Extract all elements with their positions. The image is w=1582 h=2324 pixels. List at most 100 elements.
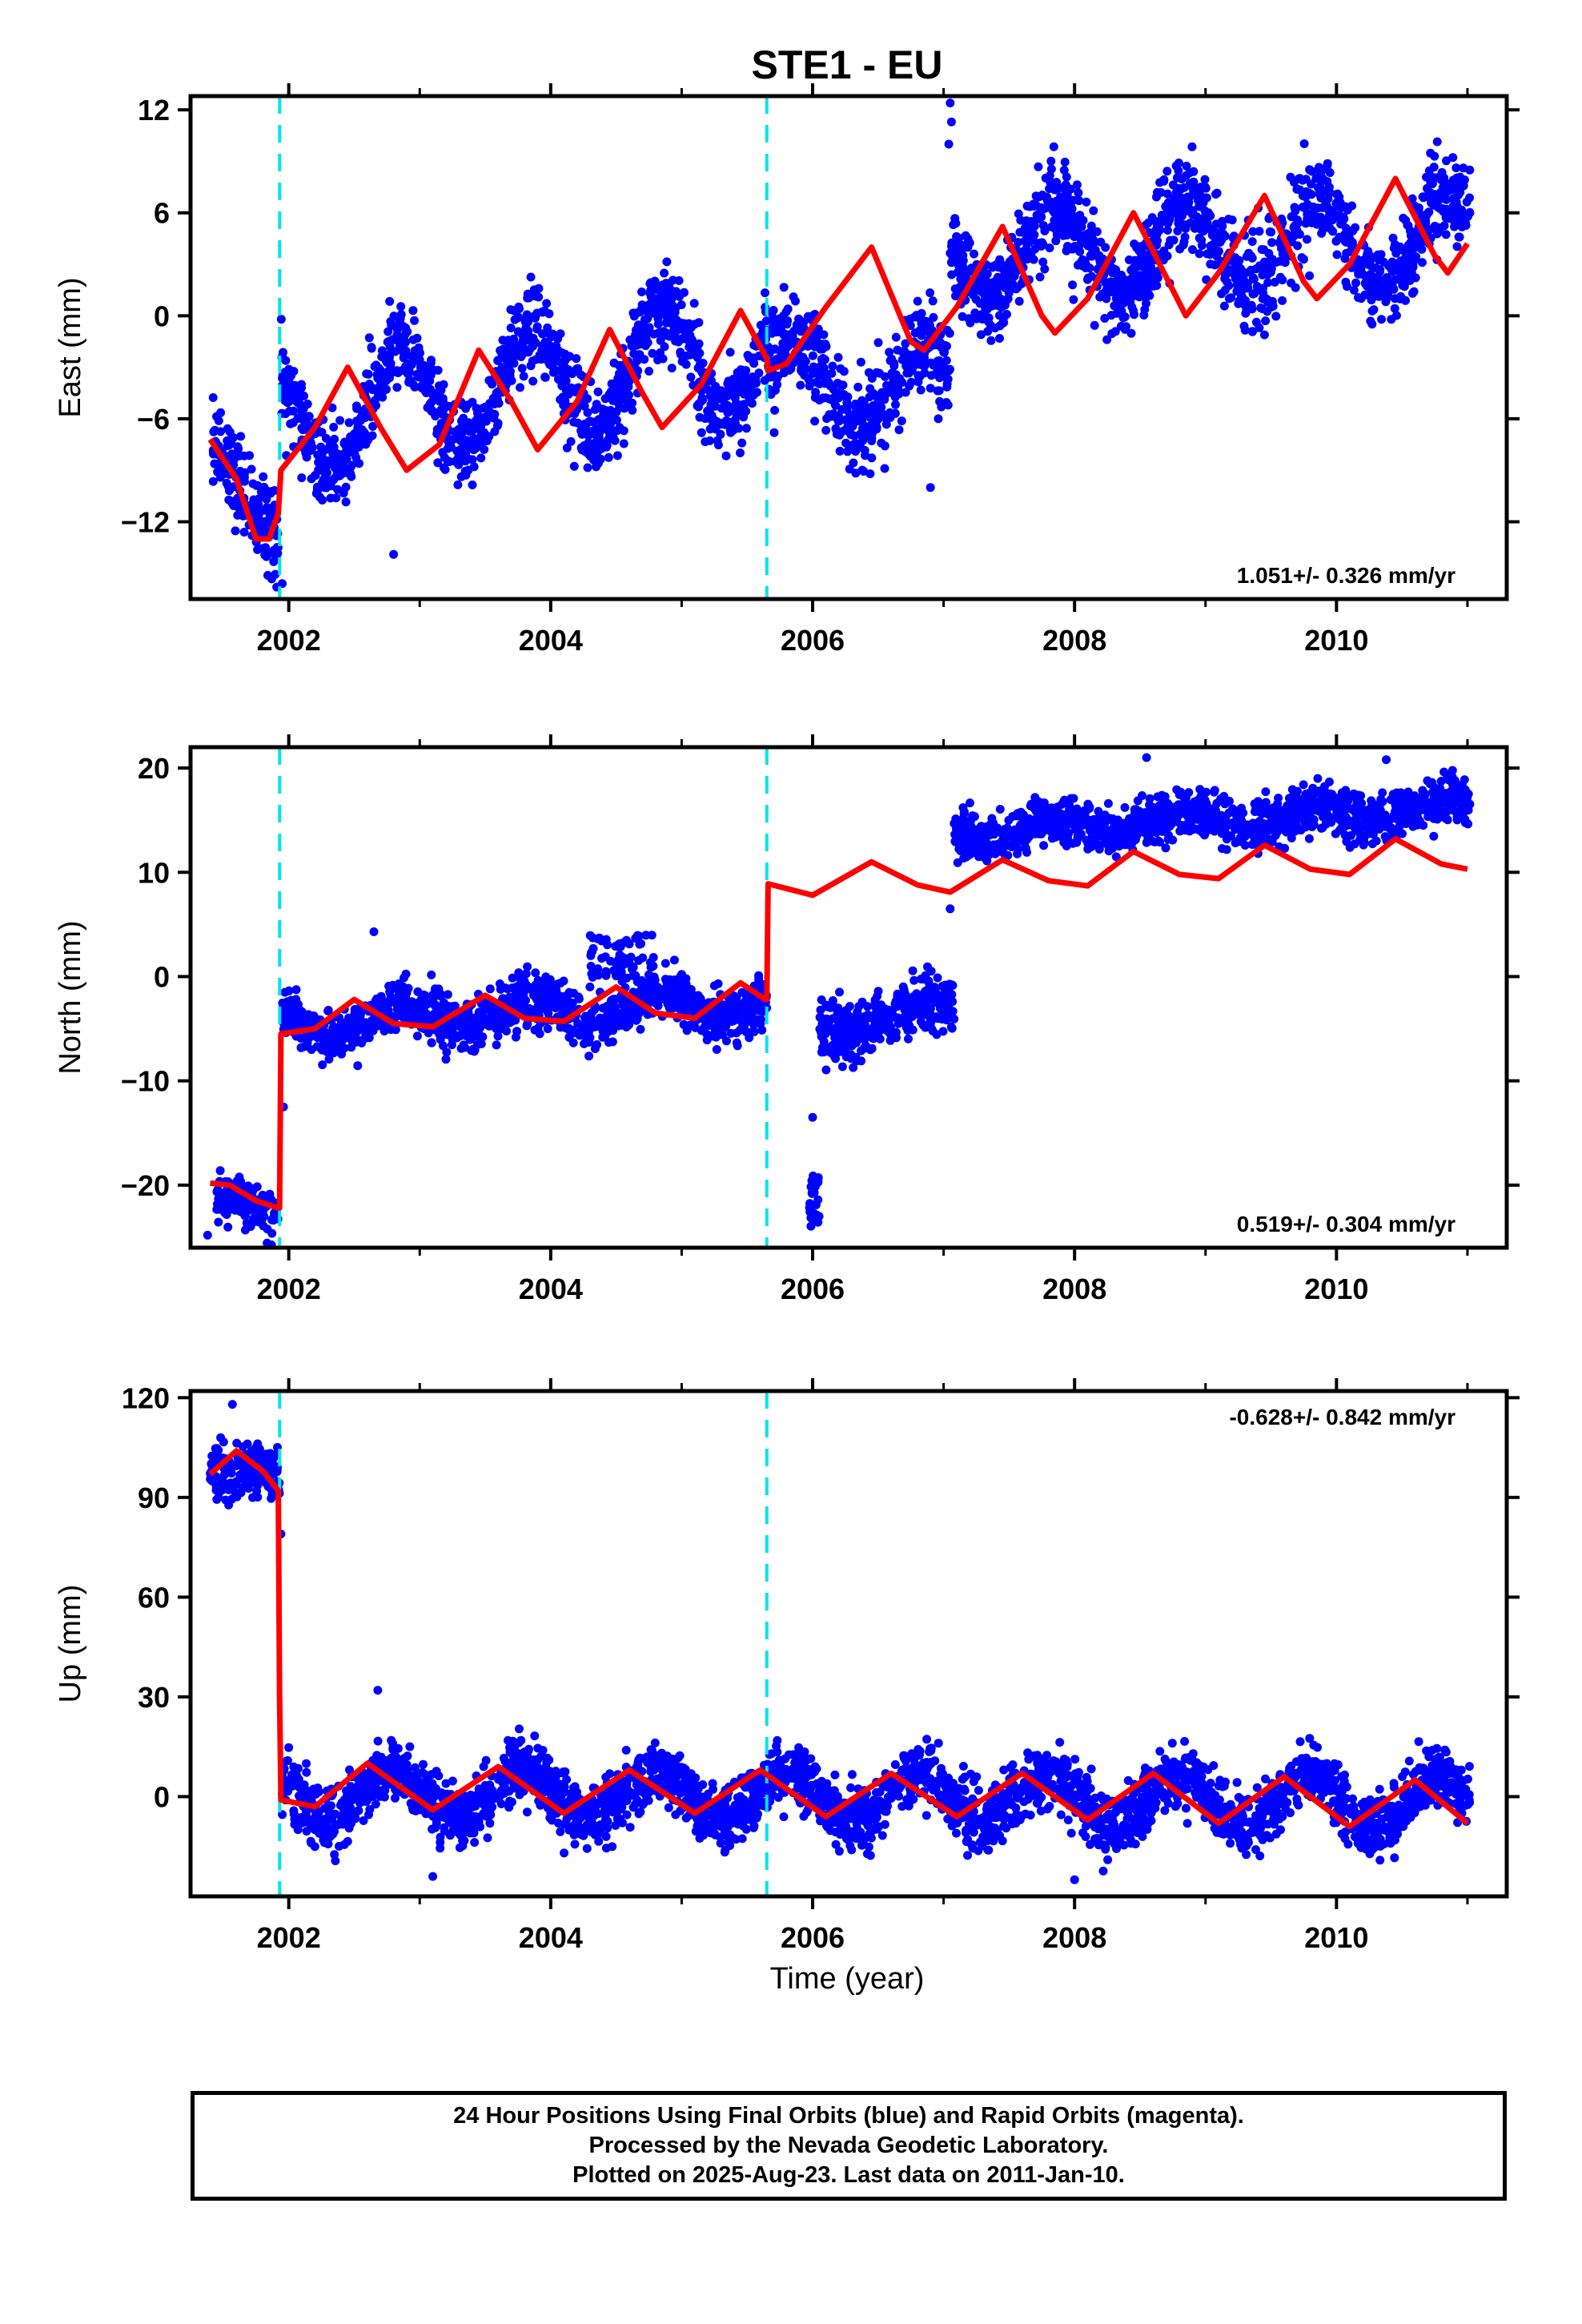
data-point bbox=[585, 1033, 595, 1043]
data-point bbox=[363, 436, 372, 445]
data-point bbox=[1117, 292, 1126, 301]
data-point bbox=[850, 408, 860, 418]
data-point bbox=[287, 995, 296, 1005]
data-point bbox=[685, 334, 695, 344]
data-point bbox=[427, 397, 436, 407]
plot-area bbox=[207, 96, 1475, 599]
data-point bbox=[1152, 237, 1162, 247]
data-point bbox=[566, 436, 576, 446]
data-point bbox=[1328, 227, 1338, 236]
data-point bbox=[937, 343, 946, 352]
data-point bbox=[531, 968, 540, 978]
data-point bbox=[1124, 255, 1134, 264]
data-point bbox=[329, 422, 339, 432]
data-point bbox=[984, 313, 994, 323]
data-point bbox=[714, 1017, 724, 1027]
data-point bbox=[371, 400, 381, 410]
data-point bbox=[1111, 265, 1121, 275]
data-point bbox=[297, 383, 306, 392]
data-point bbox=[926, 288, 935, 298]
data-point bbox=[1459, 163, 1468, 173]
data-point bbox=[420, 998, 429, 1007]
data-point bbox=[1162, 226, 1172, 235]
data-point bbox=[225, 428, 235, 436]
data-point bbox=[263, 570, 272, 580]
data-point bbox=[1118, 313, 1128, 323]
data-point bbox=[1206, 241, 1215, 251]
data-point bbox=[828, 361, 837, 371]
data-point bbox=[893, 384, 903, 394]
data-point bbox=[656, 336, 665, 345]
data-point bbox=[291, 985, 301, 995]
data-point bbox=[620, 1009, 630, 1018]
data-point bbox=[880, 464, 889, 473]
data-point bbox=[697, 428, 706, 437]
data-point bbox=[1206, 259, 1215, 269]
data-point bbox=[561, 376, 571, 386]
data-point bbox=[1452, 242, 1462, 251]
data-point bbox=[1259, 245, 1269, 255]
data-point bbox=[343, 464, 351, 474]
data-point bbox=[724, 417, 733, 427]
data-point bbox=[523, 962, 532, 971]
data-point bbox=[1387, 257, 1397, 267]
data-point bbox=[420, 991, 430, 1000]
outlier-point bbox=[946, 99, 955, 108]
data-point bbox=[1076, 258, 1086, 267]
data-point bbox=[835, 987, 844, 997]
data-point bbox=[219, 1200, 229, 1210]
data-point bbox=[524, 348, 533, 357]
data-point bbox=[615, 379, 624, 388]
data-point bbox=[1122, 322, 1130, 332]
data-point bbox=[1411, 252, 1421, 262]
data-point bbox=[562, 1003, 572, 1012]
data-point bbox=[536, 991, 545, 1001]
data-point bbox=[1448, 153, 1458, 163]
data-point bbox=[386, 317, 396, 326]
data-point bbox=[1096, 237, 1106, 247]
data-point bbox=[636, 1024, 645, 1034]
data-point bbox=[1082, 275, 1092, 284]
data-point bbox=[1143, 218, 1153, 227]
data-point bbox=[1180, 220, 1190, 230]
data-point bbox=[913, 296, 922, 306]
data-point bbox=[493, 388, 503, 397]
data-point bbox=[1102, 335, 1112, 344]
data-point bbox=[934, 356, 944, 365]
data-point bbox=[661, 975, 670, 984]
data-point bbox=[1046, 156, 1056, 166]
data-point bbox=[259, 489, 269, 499]
data-point bbox=[624, 382, 633, 392]
data-point bbox=[429, 408, 439, 417]
data-point bbox=[249, 495, 259, 505]
data-point bbox=[341, 482, 351, 492]
data-point bbox=[460, 456, 470, 466]
data-point bbox=[1256, 304, 1266, 312]
data-point bbox=[779, 315, 789, 324]
data-point bbox=[1213, 237, 1223, 247]
data-point bbox=[364, 333, 374, 343]
data-point bbox=[612, 451, 622, 460]
x-tick-label: 2004 bbox=[519, 624, 583, 657]
data-point bbox=[675, 319, 685, 328]
data-point bbox=[952, 253, 962, 263]
data-point bbox=[258, 519, 267, 529]
data-point bbox=[472, 408, 482, 418]
data-point bbox=[988, 295, 998, 304]
data-point bbox=[590, 430, 600, 440]
data-point bbox=[322, 483, 331, 493]
data-point bbox=[328, 449, 338, 459]
data-point bbox=[668, 292, 677, 302]
data-point bbox=[443, 990, 452, 999]
data-point bbox=[561, 385, 571, 395]
data-point bbox=[1014, 238, 1022, 247]
data-point bbox=[412, 1031, 422, 1041]
data-point bbox=[436, 989, 445, 999]
data-point bbox=[665, 332, 674, 341]
data-point bbox=[506, 305, 516, 315]
data-point bbox=[210, 425, 219, 435]
data-point bbox=[281, 1002, 291, 1011]
data-point bbox=[800, 371, 809, 380]
data-point bbox=[1248, 227, 1258, 236]
